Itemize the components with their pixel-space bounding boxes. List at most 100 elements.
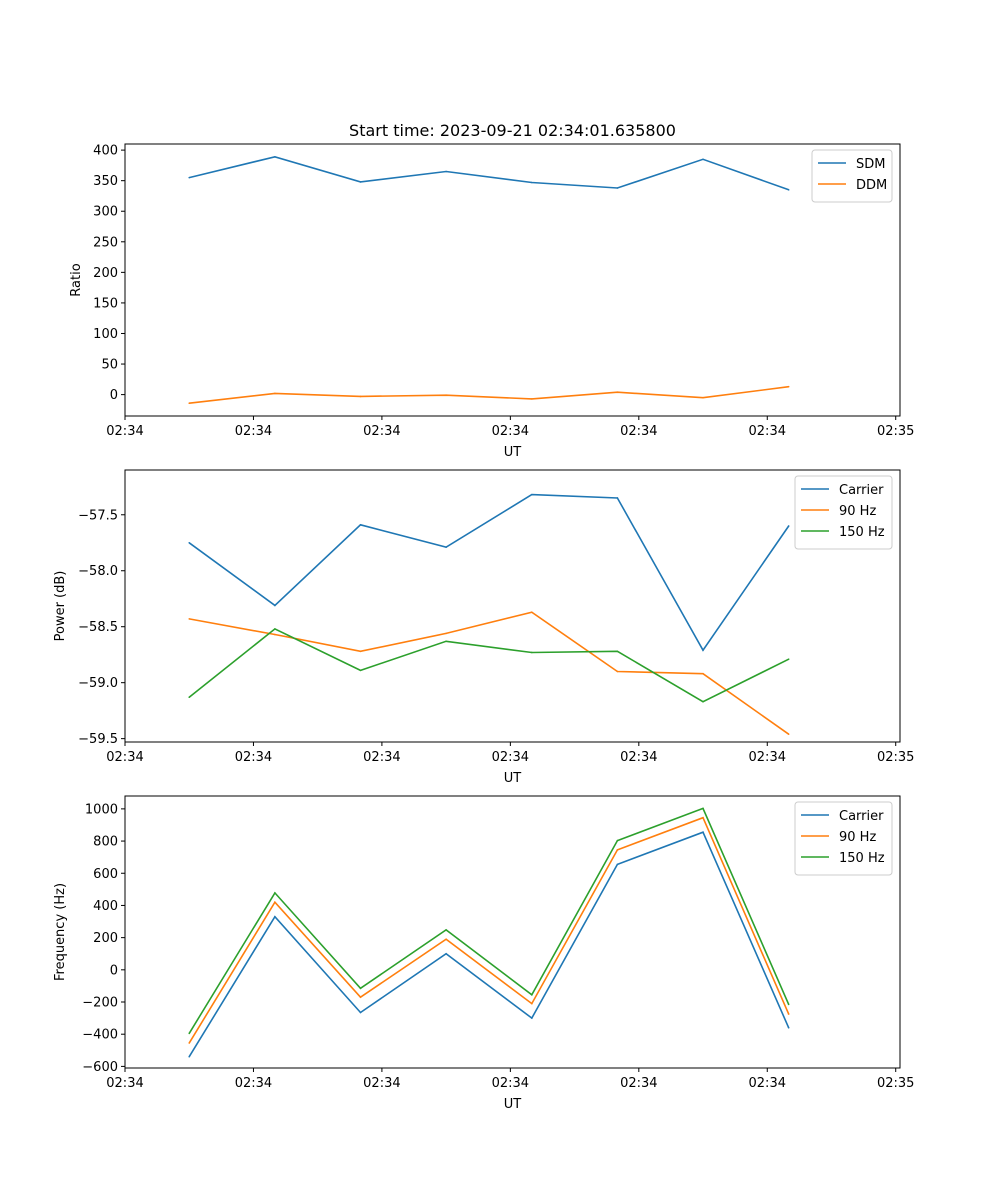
x-tick-label: 02:34 — [235, 1076, 272, 1091]
legend-label: SDM — [856, 157, 885, 172]
y-tick-label: −57.5 — [78, 508, 118, 523]
data-point — [787, 1026, 790, 1029]
data-point — [787, 1003, 790, 1006]
y-tick-label: 0 — [110, 388, 118, 403]
panel-3: 02:34 02:34 02:34 02:34 02:34 02:34 02:35 −600 −… — [53, 795, 914, 1112]
data-point — [359, 524, 362, 526]
y-tick-label: 600 — [93, 867, 118, 882]
x-tick-label: 02:34 — [492, 424, 529, 439]
data-point — [359, 1011, 362, 1014]
x-tick-label: 02:34 — [492, 750, 529, 765]
x-tick-label: 02:34 — [363, 424, 400, 439]
y-tick-label: 400 — [93, 899, 118, 914]
data-point — [616, 849, 619, 851]
axes-frame — [124, 469, 901, 743]
y-tick-label: 150 — [93, 296, 118, 311]
data-point — [274, 604, 276, 607]
data-point — [188, 618, 191, 620]
data-point — [787, 658, 790, 660]
data-point — [530, 181, 533, 184]
data-point — [616, 497, 619, 499]
legend-label: Carrier — [839, 483, 884, 498]
y-tick-label: 1000 — [85, 802, 118, 817]
y-axis-label: Ratio — [69, 263, 84, 296]
series-line-150-hz — [188, 627, 790, 703]
data-point — [702, 807, 704, 810]
data-point — [616, 650, 619, 653]
data-point — [445, 938, 447, 941]
y-tick-label: 50 — [101, 358, 118, 373]
axes-frame — [124, 143, 901, 417]
data-point — [530, 611, 533, 613]
data-point — [274, 901, 276, 904]
data-point — [274, 633, 276, 636]
x-tick-label: 02:34 — [620, 750, 657, 765]
y-tick-label: 400 — [93, 144, 118, 159]
data-point — [702, 158, 704, 161]
x-tick-label: 02:34 — [106, 424, 143, 439]
legend-label: 150 Hz — [839, 851, 885, 866]
x-tick-label: 02:35 — [877, 750, 914, 765]
data-point — [616, 863, 619, 866]
data-point — [188, 1055, 191, 1058]
x-tick-label: 02:34 — [106, 1076, 143, 1091]
data-point — [445, 546, 447, 549]
data-point — [530, 398, 533, 400]
data-point — [274, 628, 276, 630]
data-point — [787, 525, 790, 527]
data-point — [702, 672, 704, 675]
data-point — [787, 385, 790, 388]
axes-frame — [124, 795, 901, 1069]
data-point — [188, 176, 191, 179]
data-point — [188, 1042, 191, 1044]
y-axis-label: Power (dB) — [53, 571, 68, 642]
data-point — [530, 1002, 533, 1005]
legend-label: 90 Hz — [839, 504, 876, 519]
y-tick-label: −59.0 — [78, 676, 118, 691]
data-point — [530, 493, 533, 496]
x-tick-label: 02:34 — [106, 750, 143, 765]
x-tick-label: 02:34 — [749, 1076, 786, 1091]
data-point — [188, 402, 191, 404]
data-point — [359, 650, 362, 653]
data-point — [530, 651, 533, 654]
y-tick-label: 0 — [110, 963, 118, 978]
x-tick-label: 02:34 — [620, 424, 657, 439]
data-point — [787, 1013, 790, 1015]
x-tick-label: 02:35 — [877, 424, 914, 439]
panel-1: 02:34 02:34 02:34 02:34 02:34 02:34 02:35 0 50 10… — [69, 121, 914, 460]
data-point — [530, 993, 533, 996]
y-tick-label: 250 — [93, 235, 118, 250]
data-point — [787, 733, 790, 735]
data-point — [274, 915, 276, 918]
data-point — [274, 892, 276, 894]
data-point — [274, 156, 276, 158]
data-point — [616, 391, 619, 393]
data-point — [445, 394, 447, 397]
data-point — [188, 1032, 191, 1035]
data-point — [445, 929, 447, 931]
data-point — [359, 996, 362, 998]
y-tick-label: −600 — [82, 1060, 118, 1075]
chart-title: Start time: 2023-09-21 02:34:01.635800 — [349, 121, 676, 140]
data-point — [359, 181, 362, 183]
series-line-sdm — [189, 155, 789, 191]
x-axis-label: UT — [504, 1097, 522, 1112]
data-point — [274, 392, 276, 395]
data-point — [787, 189, 790, 191]
data-point — [616, 670, 619, 673]
data-point — [530, 1017, 533, 1019]
legend-label: 150 Hz — [839, 525, 885, 540]
series-line-carrier — [188, 493, 790, 652]
data-point — [702, 700, 704, 703]
data-point — [702, 396, 704, 399]
legend-label: 90 Hz — [839, 830, 876, 845]
data-point — [359, 395, 362, 398]
x-tick-label: 02:34 — [492, 1076, 529, 1091]
data-point — [445, 632, 447, 635]
series-line-ddm — [189, 385, 789, 404]
data-point — [616, 187, 619, 189]
y-tick-label: 100 — [93, 327, 118, 342]
